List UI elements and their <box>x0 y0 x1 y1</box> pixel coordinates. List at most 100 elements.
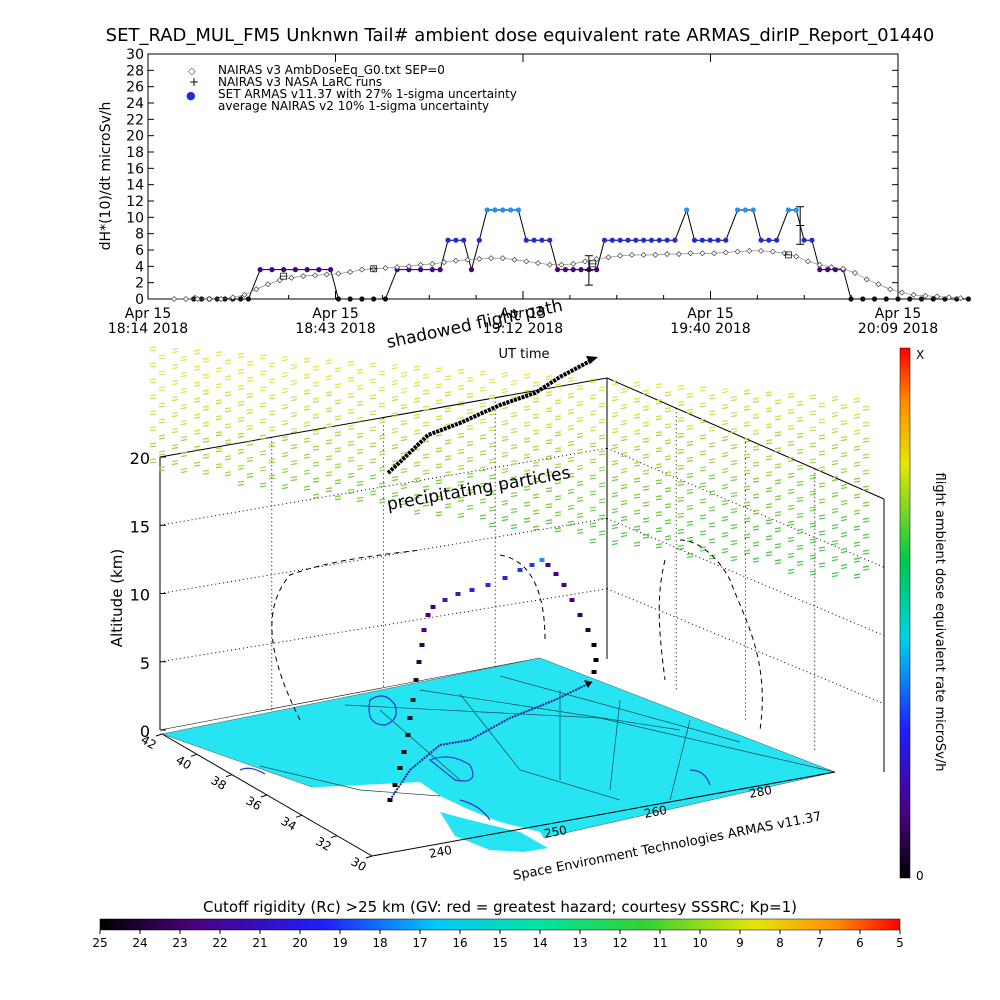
particle-dash <box>743 472 751 475</box>
particle-dash <box>589 525 597 528</box>
particle-dash <box>862 485 870 488</box>
particle-dash <box>853 544 861 547</box>
particle-dash <box>325 378 333 381</box>
particle-dash <box>413 413 421 416</box>
particle-dash <box>466 488 474 492</box>
y-tick-label: 24 <box>126 96 144 112</box>
particle-dash <box>149 365 157 368</box>
particle-dash <box>422 440 430 443</box>
cutoff-tick-label: 18 <box>372 936 387 950</box>
particle-dash <box>699 386 707 389</box>
particle-dash <box>268 394 276 397</box>
particle-dash <box>391 367 399 370</box>
particle-dash <box>730 415 738 418</box>
particle-dash <box>501 467 509 471</box>
particle-dash <box>853 416 861 419</box>
particle-dash <box>699 418 707 421</box>
track-point <box>397 766 403 770</box>
particle-dash <box>334 370 342 373</box>
particle-dash <box>642 472 650 475</box>
y-tick-label: 12 <box>126 194 144 210</box>
particle-dash <box>312 445 320 448</box>
particle-dash <box>545 455 553 458</box>
armas-point <box>656 237 662 243</box>
nairas-v3-point <box>675 251 682 258</box>
armas-point <box>742 207 748 213</box>
particle-dash <box>633 480 641 483</box>
particle-dash <box>840 487 848 490</box>
particle-dash <box>149 442 157 445</box>
particle-dash <box>545 474 553 477</box>
particle-dash <box>554 386 562 389</box>
particle-dash <box>369 493 377 496</box>
particle-dash <box>677 400 685 404</box>
particle-dash <box>554 431 562 434</box>
particle-dash <box>743 469 751 472</box>
particle-dash <box>281 391 289 394</box>
particle-dash <box>259 421 267 424</box>
particle-dash <box>158 466 166 469</box>
particle-dash <box>611 427 619 431</box>
particle-dash <box>765 426 773 429</box>
nairas-v3-point <box>323 271 330 278</box>
floor-bottom-edge <box>371 771 836 857</box>
particle-dash <box>435 402 443 405</box>
particle-dash <box>180 455 188 458</box>
particle-dash <box>180 471 188 474</box>
particle-dash <box>853 560 861 563</box>
particle-dash <box>312 400 320 403</box>
particle-dash <box>642 392 650 395</box>
particle-dash <box>532 416 540 419</box>
nairas-v3-point <box>452 257 459 264</box>
particle-dash <box>620 391 628 394</box>
particle-dash <box>554 514 562 517</box>
particle-dash <box>853 493 861 496</box>
particle-dash <box>545 487 553 490</box>
particle-dash <box>765 442 773 445</box>
particle-dash <box>677 387 685 390</box>
particle-dash <box>215 351 223 354</box>
particle-dash <box>831 555 839 559</box>
particle-dash <box>466 491 474 494</box>
particle-dash <box>611 491 619 495</box>
particle-dash <box>171 351 179 354</box>
particle-dash <box>422 373 430 376</box>
particle-dash <box>224 391 232 394</box>
particle-dash <box>171 415 179 418</box>
particle-dash <box>831 543 839 546</box>
particle-dash <box>356 467 364 470</box>
particle-dash <box>180 423 188 426</box>
particle-dash <box>853 397 861 400</box>
y-tick-label: 18 <box>126 145 144 161</box>
particle-dash <box>158 450 166 453</box>
particle-dash <box>589 509 597 512</box>
particle-dash <box>303 373 311 376</box>
particle-dash <box>730 427 738 431</box>
particle-dash <box>620 419 628 423</box>
armas-point <box>347 296 353 302</box>
particle-dash <box>501 503 509 506</box>
nairas-v3-point <box>957 295 964 302</box>
particle-dash <box>664 423 672 426</box>
particle-dash <box>620 407 628 410</box>
x-tick-date: Apr 15 <box>500 306 546 322</box>
particle-dash <box>158 370 166 373</box>
particle-dash <box>325 394 333 397</box>
particle-dash <box>774 546 782 549</box>
particle-dash <box>686 520 694 524</box>
particle-dash <box>576 387 584 390</box>
particle-dash <box>686 539 694 542</box>
particle-dash <box>466 507 474 510</box>
particle-dash <box>686 408 694 412</box>
particle-dash <box>347 475 355 478</box>
particle-dash <box>853 448 861 451</box>
particle-dash <box>831 443 839 447</box>
particle-dash <box>268 397 276 400</box>
particle-dash <box>708 493 716 496</box>
particle-dash <box>281 487 289 490</box>
ground-track <box>389 681 593 801</box>
particle-dash <box>743 520 751 523</box>
particle-dash <box>567 472 575 476</box>
